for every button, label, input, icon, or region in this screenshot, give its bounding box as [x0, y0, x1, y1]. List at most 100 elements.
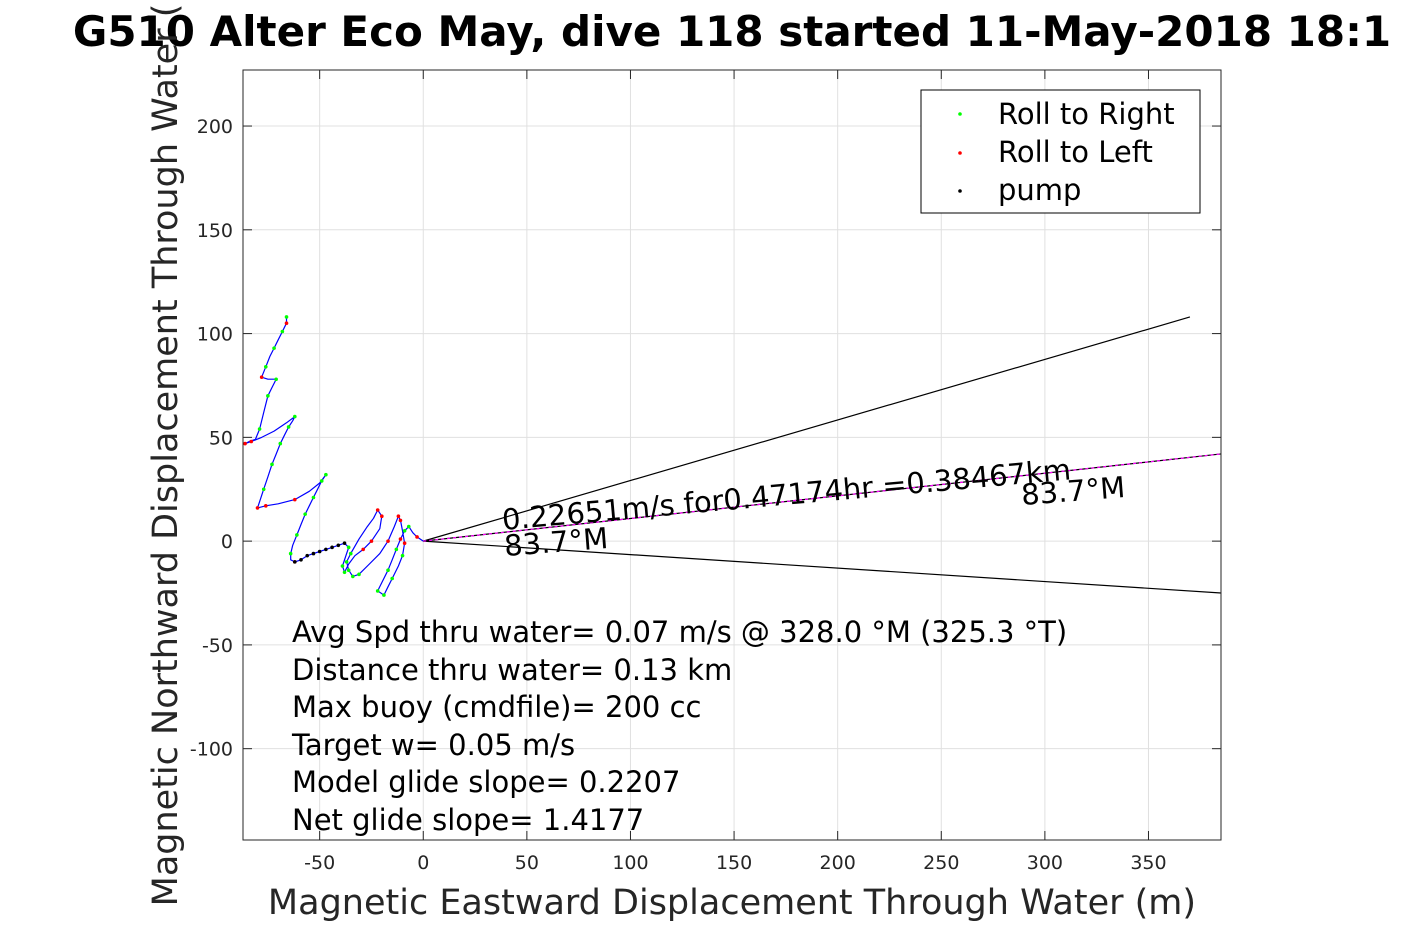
heading-line-overlay [423, 453, 1222, 542]
roll-right-point [257, 427, 262, 431]
roll-right-point [382, 593, 386, 597]
y-tick-label: 0 [221, 531, 233, 553]
roll-right-point [295, 533, 299, 537]
roll-left-point [380, 514, 384, 519]
legend-marker-pump [958, 189, 962, 193]
roll-left-point [255, 506, 260, 510]
pump-point [317, 549, 322, 554]
heading-annotation-far: 83.7°M [1020, 470, 1126, 512]
pump-point [330, 545, 334, 550]
roll-left-point [386, 539, 390, 543]
roll-right-point [266, 394, 270, 398]
legend-label-roll-right: Roll to Right [998, 97, 1175, 131]
roll-right-point [274, 377, 278, 382]
ticks: -50 0 50 100 150 200 250 300 350 -100 -50 0 50 100 150… [190, 70, 1221, 874]
roll-left-point [369, 539, 374, 543]
roll-right-point [272, 346, 276, 350]
roll-right-point [394, 547, 399, 552]
roll-right-point [348, 551, 353, 556]
track-line [244, 317, 424, 596]
roll-right-point [311, 495, 316, 500]
stat-model-glide: Model glide slope= 0.2207 [292, 765, 680, 799]
stat-max-buoy: Max buoy (cmdfile)= 200 cc [292, 690, 701, 724]
x-tick-label: 250 [923, 852, 959, 874]
roll-right-point [346, 568, 351, 572]
roll-left-point [259, 375, 264, 379]
stats-block: Avg Spd thru water= 0.07 m/s @ 328.0 °M … [291, 615, 1067, 837]
y-tick-label: 100 [197, 324, 233, 346]
roll-right-point [346, 545, 351, 550]
roll-right-point [324, 472, 328, 477]
roll-right-point [270, 462, 274, 467]
x-tick-label: 350 [1130, 852, 1166, 874]
heading-annotation-near: 83.7°M [503, 521, 609, 563]
x-tick-label: 300 [1027, 852, 1063, 874]
y-axis-label: Magnetic Northward Displacement Through … [146, 4, 186, 907]
pump-point [299, 558, 303, 562]
roll-left-point [375, 508, 380, 512]
reference-lines [423, 316, 1222, 594]
stat-distance: Distance thru water= 0.13 km [292, 653, 732, 687]
y-tick-label: 50 [209, 427, 233, 449]
roll-right-point [261, 487, 266, 492]
roll-left-point [249, 439, 254, 444]
y-tick-label: 150 [197, 220, 233, 242]
pump-point [342, 541, 347, 546]
roll-right-point [286, 425, 291, 429]
roll-left-point [398, 537, 403, 541]
roll-left-point [284, 321, 289, 326]
roll-left-point [402, 541, 407, 546]
pump-point [305, 553, 310, 558]
roll-right-point [280, 329, 285, 334]
pump-point [293, 560, 297, 564]
roll-right-point [263, 364, 268, 369]
x-tick-label: 200 [820, 852, 856, 874]
roll-right-point [288, 551, 293, 556]
stat-target-w: Target w= 0.05 m/s [291, 728, 575, 762]
pump-point [311, 551, 316, 556]
chart-title: G510 Alter Eco May, dive 118 started 11-… [73, 7, 1391, 56]
x-tick-label: 0 [417, 852, 429, 874]
roll-right-point [406, 524, 411, 529]
y-tick-label: 200 [197, 116, 233, 138]
roll-right-point [400, 553, 405, 558]
x-tick-label: 100 [612, 852, 648, 874]
y-tick-label: -50 [202, 635, 233, 657]
plot-frame [242, 69, 1222, 841]
roll-right-point [303, 512, 307, 516]
roll-left-point [243, 441, 247, 446]
x-tick-label: 150 [716, 852, 752, 874]
roll-left-point [415, 535, 419, 539]
roll-left-point [396, 514, 401, 519]
roll-right-point [390, 576, 394, 581]
legend-marker-roll-right [958, 112, 962, 116]
x-tick-label: -50 [304, 852, 335, 874]
roll-right-point [342, 570, 347, 575]
pump-point [336, 543, 341, 548]
roll-right-point [293, 414, 297, 419]
pump-point [324, 547, 328, 552]
cone-lower-line [423, 540, 1222, 594]
stat-net-glide: Net glide slope= 1.4177 [292, 803, 644, 837]
legend: Roll to Right Roll to Left pump [920, 89, 1201, 214]
legend-label-roll-left: Roll to Left [998, 135, 1153, 169]
roll-right-point [278, 441, 283, 446]
stat-avg-speed: Avg Spd thru water= 0.07 m/s @ 328.0 °M … [292, 615, 1067, 649]
roll-right-point [284, 315, 289, 319]
roll-left-point [293, 497, 297, 502]
legend-box [920, 89, 1201, 214]
roll-right-point [357, 572, 361, 577]
roll-right-point [386, 568, 390, 572]
x-axis-label: Magnetic Eastward Displacement Through W… [268, 883, 1196, 923]
legend-label-pump: pump [998, 173, 1081, 207]
roll-left-point [361, 547, 365, 552]
roll-right-point [344, 560, 349, 564]
roll-right-point [351, 574, 355, 579]
legend-marker-roll-left [958, 151, 962, 155]
roll-left-point [398, 518, 403, 523]
dive-track [244, 317, 424, 596]
x-tick-label: 50 [515, 852, 539, 874]
roll-right-point [375, 589, 380, 593]
y-tick-label: -100 [190, 739, 233, 761]
roll-right-point [340, 564, 345, 568]
